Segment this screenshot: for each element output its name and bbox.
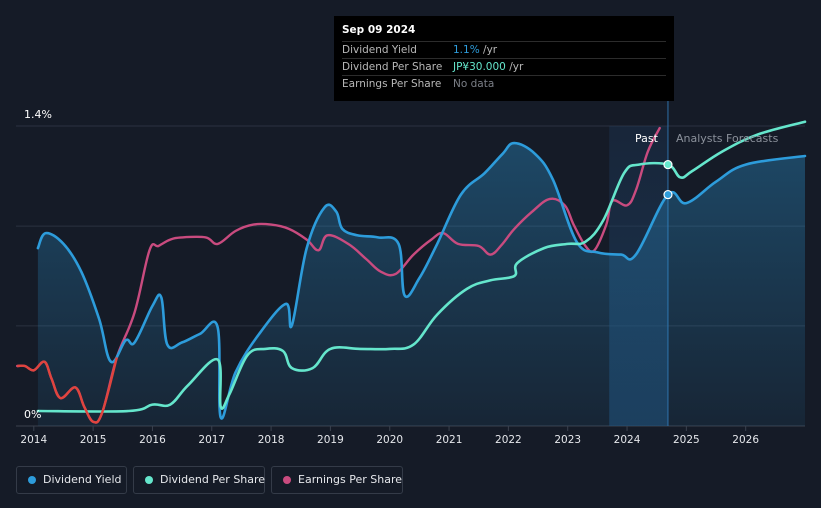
tooltip-label: Dividend Yield — [342, 44, 417, 56]
legend-label: Dividend Per Share — [160, 473, 266, 486]
tooltip-date: Sep 09 2024 — [342, 24, 416, 36]
legend-item-dividend-per-share[interactable]: Dividend Per Share — [133, 466, 265, 494]
dividend-yield-line — [36, 141, 807, 420]
x-tick-label: 2015 — [80, 434, 107, 446]
x-tick-label: 2020 — [376, 434, 403, 446]
past-label: Past — [635, 132, 659, 145]
legend-item-dividend-yield[interactable]: Dividend Yield — [16, 466, 127, 494]
x-tick-label: 2018 — [258, 434, 285, 446]
tooltip-label: Earnings Per Share — [342, 78, 442, 90]
legend-item-earnings-per-share[interactable]: Earnings Per Share — [271, 466, 403, 494]
earnings-per-share-negative-segment — [17, 357, 118, 424]
x-tick-label: 2019 — [317, 434, 344, 446]
x-tick-label: 2026 — [732, 434, 759, 446]
legend-dot-icon — [283, 476, 291, 484]
x-tick-label: 2023 — [554, 434, 581, 446]
dividend-yield-marker — [663, 189, 673, 200]
x-tick-label: 2017 — [198, 434, 225, 446]
tooltip-row-dividend-yield: Dividend Yield 1.1% /yr — [342, 41, 666, 59]
x-tick-label: 2014 — [20, 434, 47, 446]
tooltip-row-earnings-per-share: Earnings Per Share No data — [342, 75, 666, 93]
legend-dot-icon — [28, 476, 36, 484]
legend-label: Dividend Yield — [43, 473, 122, 486]
x-tick-label: 2016 — [139, 434, 166, 446]
y-axis-label-top: 1.4% — [24, 108, 52, 121]
legend-label: Earnings Per Share — [298, 473, 403, 486]
dividend-per-share-line — [36, 120, 807, 413]
x-tick-label: 2024 — [614, 434, 641, 446]
dividend-yield-area — [37, 143, 805, 426]
x-tick-label: 2022 — [495, 434, 522, 446]
y-axis-label-zero: 0% — [24, 408, 41, 421]
forecast-label: Analysts Forecasts — [676, 132, 779, 145]
tooltip-value: No data — [453, 78, 495, 90]
x-tick-label: 2025 — [673, 434, 700, 446]
chart-tooltip: Sep 09 2024 Dividend Yield 1.1% /yr Divi… — [334, 16, 674, 101]
tooltip-value: JP¥30.000 /yr — [453, 61, 524, 73]
x-tick-label: 2021 — [436, 434, 463, 446]
tooltip-row-dividend-per-share: Dividend Per Share JP¥30.000 /yr — [342, 58, 666, 76]
dividend-per-share-marker — [663, 159, 673, 170]
tooltip-label: Dividend Per Share — [342, 61, 443, 73]
tooltip-value: 1.1% /yr — [453, 44, 498, 56]
legend-dot-icon — [145, 476, 153, 484]
